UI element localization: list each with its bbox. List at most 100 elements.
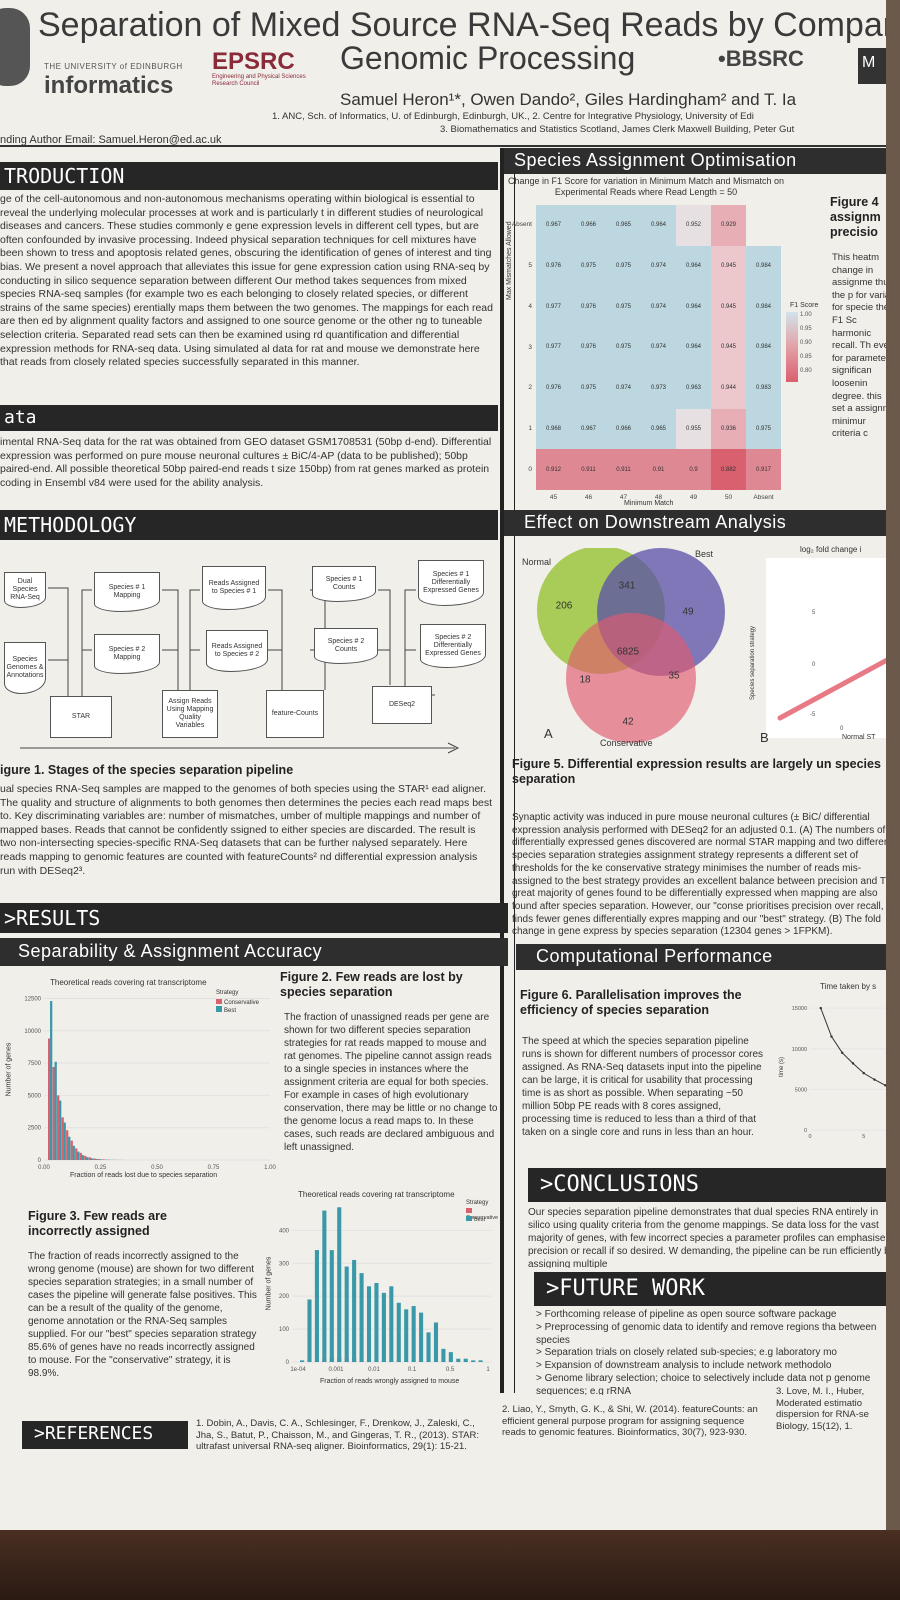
histogram-bar [463,1358,468,1362]
epsrc-logo: EPSRC [212,48,295,75]
figure2-legend-title: Strategy [216,990,239,996]
bbsrc-logo: •BBSRC [718,46,804,71]
venn-count-best-conservative: 35 [668,670,680,682]
figure1-caption: igure 1. Stages of the species separatio… [0,763,294,777]
future-item: > Forthcoming release of pipeline as ope… [536,1309,837,1320]
histogram-bar [359,1273,364,1362]
heatmap-cell: 0.983 [746,367,781,409]
pipeline-flowchart: Dual Species RNA-Seq Species Genomes & A… [0,550,498,760]
column-divider-thin [514,148,515,1393]
histogram-bar [456,1358,461,1362]
figure2-legend-best: Best [216,1006,236,1014]
scatter-ylabel: Species separation strategy [750,625,756,700]
heatmap-cell: 0.975 [571,367,606,409]
legend-swatch [466,1208,472,1213]
histogram-bar [433,1322,439,1362]
x-tick-label: 0.5 [446,1367,455,1373]
venn-label-conservative: Conservative [600,738,653,748]
venn-circle-conservative [566,613,696,743]
informatics-logo: informatics [44,72,174,99]
colorbar-tick: 0.95 [800,326,812,332]
histogram-bar [63,1122,66,1160]
venn-count-best-only: 49 [682,606,694,618]
heatmap-y-tick: Absent [511,221,532,229]
poster-frame [886,0,900,1530]
x-tick-label: 1.00 [264,1165,276,1171]
y-tick-label: 300 [279,1261,290,1267]
x-tick-label: 0.75 [208,1165,220,1171]
heatmap-cell: 0.9 [676,449,711,490]
venn-count-normal-only: 206 [555,600,573,612]
future-heading: >FUTURE WORK [534,1272,900,1306]
flow-box-species2-counts: Species # 2 Counts [314,628,378,664]
author-list: Samuel Heron¹*, Owen Dando², Giles Hardi… [340,90,797,109]
y-tick-label: 200 [279,1294,290,1300]
methodology-text: ual species RNA-Seq samples are mapped t… [0,783,493,877]
flow-box-species2-mapping: Species # 2 Mapping [94,634,160,674]
heatmap-cell: 0.976 [536,245,571,287]
figure3-xlabel: Fraction of reads wrongly assigned to mo… [320,1378,460,1385]
flow-box-featurecounts: feature-Counts [266,690,324,738]
timing-point [841,1051,844,1055]
heatmap-cell: 0.976 [571,286,606,328]
partner-logo: M [858,48,888,84]
panel-b-label: B [760,730,769,745]
introduction-heading: TRODUCTION [0,162,498,190]
heatmap-x-tick: 47 [619,494,628,501]
x-tick-label: 0.001 [328,1367,344,1373]
figure6-chart: Time taken by s time (s) 0 5000 10000 15000… [770,980,900,1148]
heatmap-y-tick: 1 [528,424,532,432]
figure2-chart: Theoretical reads covering rat transcrip… [5,976,280,1182]
venn-count-normal-conservative: 18 [579,674,591,686]
conclusions-text: Our species separation pipeline demonstr… [528,1207,895,1268]
y-tick-label: 0 [38,1158,42,1164]
heatmap-cell: 0.975 [746,408,781,450]
figure3-ylabel: Number of genes [265,1256,273,1311]
affiliation-line-1: 1. ANC, Sch. of Informatics, U. of Edinb… [272,111,754,122]
heatmap-cell: 0.963 [676,367,711,409]
figure3-chart-title: Theoretical reads covering rat transcrip… [298,1190,455,1199]
histogram-bar [48,1038,51,1160]
timing-point [830,1035,833,1038]
heatmap-cell: 0.974 [606,367,641,409]
references-heading: >REFERENCES [22,1421,188,1449]
figure3-chart: Theoretical reads covering rat transcrip… [262,1188,500,1393]
colorbar-tick: 0.80 [800,368,812,374]
heatmap-cell: 0.977 [536,327,571,368]
figure2-chart-title: Theoretical reads covering rat transcrip… [50,978,207,987]
heatmap-cell: 0.975 [571,245,606,287]
heatmap-x-tick: 49 [689,494,698,501]
university-crest-logo [0,8,30,86]
heatmap-x-tick: 45 [549,494,558,501]
x-tick-label: 1e-04 [290,1367,306,1373]
figure2-ylabel: Number of genes [5,1042,13,1097]
heatmap-cell: 0.945 [711,327,746,368]
colorbar-tick: 0.90 [800,340,812,346]
figure6-caption: Figure 6. Parallelisation improves the e… [520,988,742,1017]
venn-count-conservative-only: 42 [622,716,634,728]
histogram-bar [88,1157,91,1160]
histogram-bar [57,1095,60,1160]
introduction-text: ge of the cell-autonomous and non-autono… [0,193,493,369]
heatmap-cell: 0.936 [711,408,746,450]
histogram-bar [81,1155,84,1160]
venn-label-best: Best [695,549,714,559]
figure6-chart-title: Time taken by s [820,982,877,991]
future-item: > Separation trials on closely related s… [536,1347,837,1359]
heatmap-x-tick: Absent [753,494,774,501]
reference-3: 3. Love, M. I., Huber, Moderated estimat… [776,1386,869,1432]
heatmap-cell: 0.945 [711,245,746,287]
x-tick-label: 0.25 [95,1165,107,1171]
figure2-xlabel: Fraction of reads lost due to species se… [70,1172,218,1179]
results-heading: >RESULTS [0,903,508,933]
heatmap-cell: 0.975 [606,286,641,328]
histogram-bar [411,1306,416,1362]
legend-label: Best [224,1008,237,1014]
x-tick-label: 1 [486,1367,490,1373]
histogram-bar [93,1158,96,1160]
heatmap-cell: 0.911 [606,449,641,490]
figure2-plot-area: 0 2500 5000 7500 10000 12500 0.00 0.25 0.50 0.75 1… [24,996,276,1171]
figure3-text: The fraction of reads incorrectly assign… [28,1251,257,1379]
heatmap-title: Change in F1 Score for variation in Mini… [507,176,785,197]
figure3-plot-area: 0 100 200 300 400 1e-04 0.001 0.01 0.1 0.5 1 [279,1207,492,1373]
